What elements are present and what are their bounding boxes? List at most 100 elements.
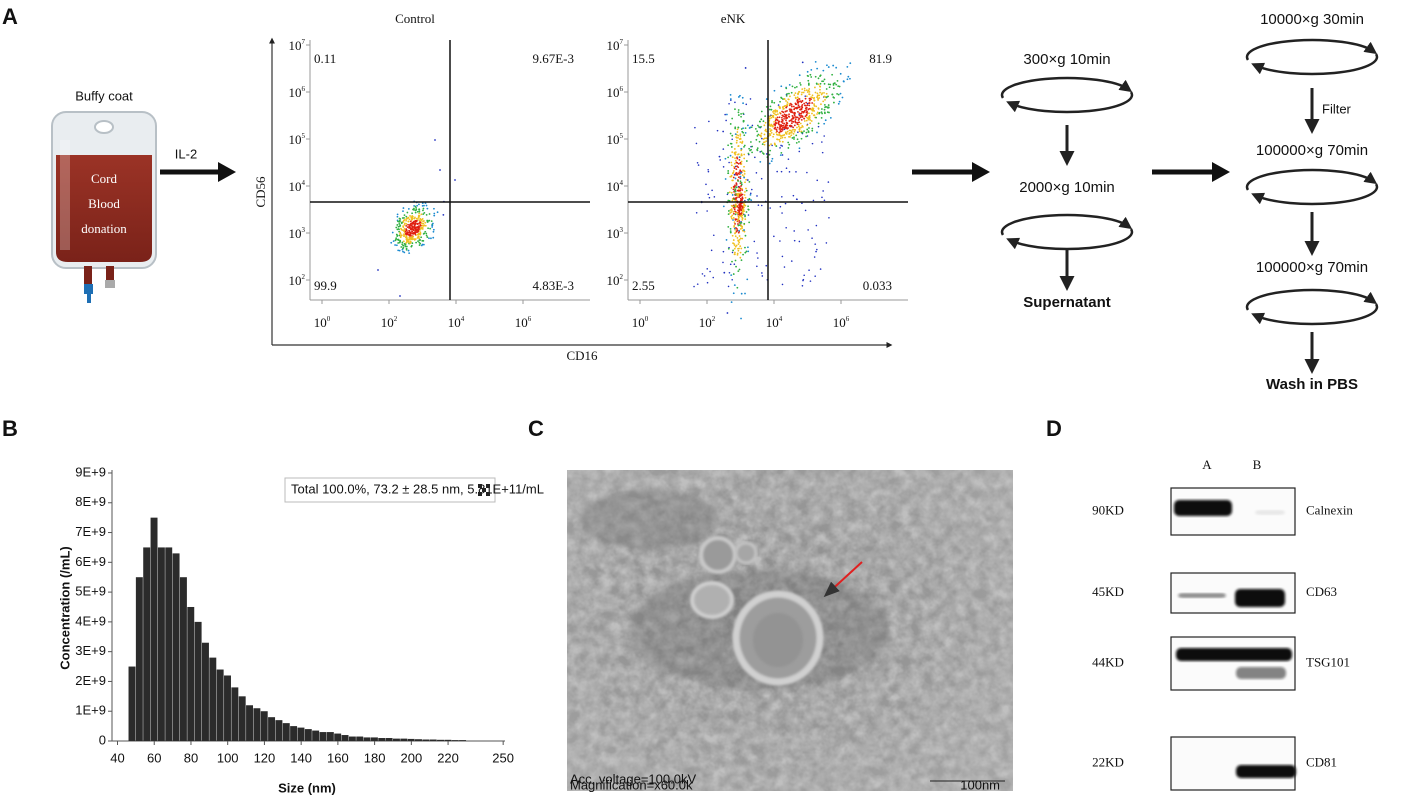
event-dot <box>735 136 738 139</box>
event-dot <box>396 234 399 237</box>
event-dot <box>763 143 766 146</box>
event-dot <box>739 251 742 254</box>
tick-exponent: 5 <box>302 132 306 140</box>
bag-title: Buffy coat <box>75 88 133 103</box>
event-dot <box>411 230 414 233</box>
event-dot <box>732 176 735 179</box>
event-dot <box>727 213 730 216</box>
event-dot <box>722 261 724 264</box>
event-dot <box>780 144 782 147</box>
x-tick-label: 60 <box>147 750 161 765</box>
event-dot <box>731 251 734 254</box>
event-dot <box>821 141 823 143</box>
protein-label: Calnexin <box>1306 502 1353 517</box>
event-dot <box>790 103 793 106</box>
event-dot <box>738 186 741 189</box>
event-dot <box>790 122 793 125</box>
event-dot <box>817 122 820 125</box>
event-dot <box>785 114 788 117</box>
event-dot <box>793 94 796 97</box>
event-dot <box>807 118 810 121</box>
event-dot <box>824 119 827 122</box>
tick-exponent: 4 <box>461 315 465 323</box>
event-dot <box>781 145 784 147</box>
event-dot <box>757 204 760 206</box>
event-dot <box>765 137 768 140</box>
event-dot <box>709 270 711 273</box>
event-dot <box>733 189 736 192</box>
event-dot <box>733 263 736 265</box>
event-dot <box>728 191 731 194</box>
x-axis-label: Size (nm) <box>278 780 336 795</box>
event-dot <box>418 203 420 206</box>
event-dot <box>756 265 758 268</box>
event-dot <box>751 124 754 127</box>
event-dot <box>733 208 736 211</box>
event-dot <box>734 153 737 156</box>
event-dot <box>734 259 737 262</box>
event-dot <box>756 130 759 133</box>
event-dot <box>820 111 823 113</box>
event-dot <box>738 188 740 190</box>
tick-label: 103 <box>607 226 624 241</box>
bar <box>459 740 467 741</box>
event-dot <box>765 130 768 133</box>
event-dot <box>787 98 790 101</box>
event-dot <box>783 266 786 268</box>
event-dot <box>769 115 772 118</box>
event-dot <box>771 124 773 127</box>
event-dot <box>805 135 807 138</box>
event-dot <box>403 217 405 219</box>
event-dot <box>411 212 414 215</box>
event-dot <box>768 117 771 120</box>
event-dot <box>743 222 746 225</box>
y-tick-label: 8E+9 <box>75 494 106 509</box>
event-dot <box>737 249 740 252</box>
event-dot <box>416 223 419 225</box>
panel-label: D <box>1046 416 1062 441</box>
event-dot <box>796 123 799 126</box>
event-dot <box>705 183 707 186</box>
event-dot <box>823 111 826 114</box>
event-dot <box>410 224 413 227</box>
event-dot <box>779 100 781 103</box>
event-dot <box>430 237 432 240</box>
event-dot <box>403 230 405 233</box>
event-dot <box>740 170 742 173</box>
bar <box>165 547 173 741</box>
event-dot <box>401 241 404 244</box>
event-dot <box>739 141 742 144</box>
event-dot <box>733 284 736 287</box>
event-dot <box>716 129 719 132</box>
event-dot <box>817 77 820 80</box>
event-dot <box>786 109 788 112</box>
event-dot <box>770 129 773 132</box>
event-dot <box>770 160 773 163</box>
event-dot <box>734 193 737 196</box>
event-dot <box>741 214 744 217</box>
event-dot <box>377 269 379 271</box>
event-dot <box>416 204 419 207</box>
event-dot <box>402 210 404 213</box>
event-dot <box>798 140 800 143</box>
event-dot <box>697 164 700 166</box>
event-dot <box>776 109 778 112</box>
event-dot <box>745 160 748 162</box>
bar <box>392 738 400 741</box>
event-dot <box>411 217 414 220</box>
event-dot <box>737 96 740 98</box>
event-dot <box>760 125 762 128</box>
event-dot <box>735 211 738 214</box>
event-dot <box>814 243 817 245</box>
event-dot <box>761 143 764 146</box>
event-dot <box>805 119 808 122</box>
event-dot <box>755 172 758 174</box>
event-dot <box>735 265 737 268</box>
event-dot <box>778 120 781 123</box>
event-dot <box>399 232 402 235</box>
event-dot <box>817 125 820 128</box>
y-tick-label: 4E+9 <box>75 613 106 628</box>
event-dot <box>732 212 735 215</box>
event-dot <box>814 86 816 89</box>
event-dot <box>789 95 791 98</box>
